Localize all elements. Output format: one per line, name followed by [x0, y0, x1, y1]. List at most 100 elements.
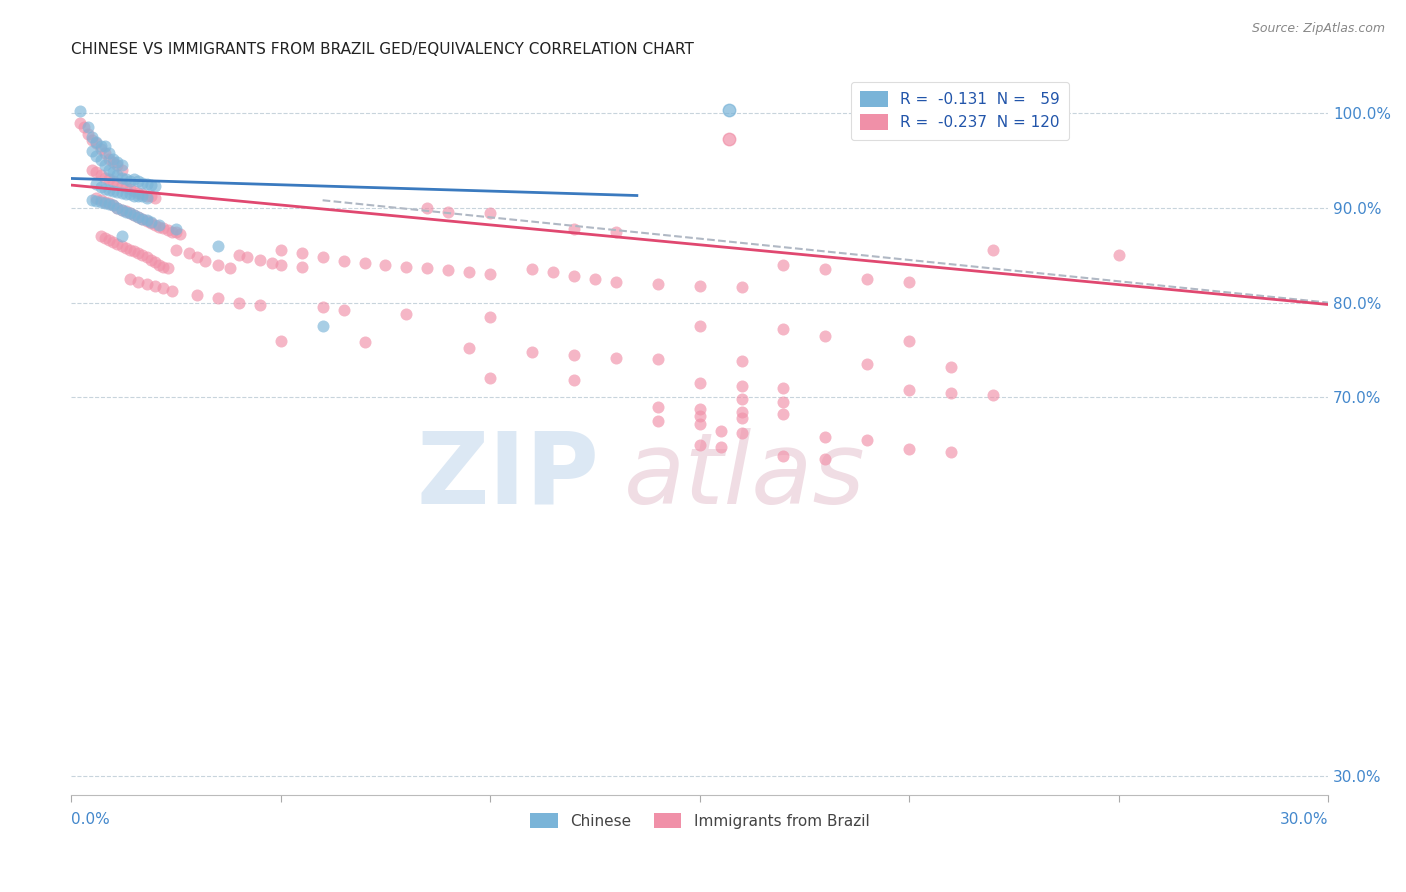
Point	[981, 244, 1004, 258]
Point	[139, 216, 162, 230]
Point	[856, 357, 879, 371]
Point	[101, 155, 124, 169]
Point	[814, 262, 837, 277]
Point	[105, 155, 128, 169]
Point	[86, 135, 108, 149]
Point	[772, 449, 794, 463]
Point	[97, 163, 120, 178]
Point	[898, 383, 921, 397]
Point	[710, 424, 733, 438]
Point	[332, 253, 354, 268]
Point	[148, 258, 170, 272]
Point	[520, 344, 543, 359]
Point	[139, 215, 162, 229]
Point	[110, 158, 132, 172]
Point	[101, 198, 124, 212]
Point	[479, 205, 502, 219]
Point	[82, 194, 104, 208]
Point	[90, 229, 112, 244]
Point	[437, 263, 460, 277]
Point	[772, 381, 794, 395]
Point	[605, 275, 627, 289]
Point	[94, 196, 117, 211]
Point	[562, 268, 585, 283]
Point	[101, 174, 124, 188]
Point	[86, 165, 108, 179]
Point	[105, 158, 128, 172]
Point	[143, 218, 166, 232]
Point	[177, 246, 200, 260]
Point	[143, 191, 166, 205]
Point	[689, 376, 711, 391]
Point	[730, 411, 752, 425]
Point	[77, 127, 100, 141]
Point	[101, 165, 124, 179]
Point	[94, 195, 117, 210]
Point	[541, 265, 564, 279]
Point	[207, 238, 229, 252]
Point	[689, 438, 711, 452]
Point	[152, 220, 174, 235]
Text: CHINESE VS IMMIGRANTS FROM BRAZIL GED/EQUIVALENCY CORRELATION CHART: CHINESE VS IMMIGRANTS FROM BRAZIL GED/EQ…	[72, 42, 695, 57]
Point	[110, 202, 132, 217]
Point	[710, 440, 733, 454]
Point	[374, 258, 396, 272]
Point	[139, 189, 162, 203]
Point	[105, 201, 128, 215]
Point	[479, 371, 502, 385]
Point	[94, 158, 117, 172]
Point	[169, 227, 191, 242]
Point	[110, 202, 132, 217]
Point	[939, 385, 962, 400]
Point	[228, 295, 250, 310]
Point	[94, 139, 117, 153]
Point	[118, 272, 141, 286]
Point	[689, 401, 711, 416]
Point	[86, 191, 108, 205]
Point	[605, 351, 627, 365]
Point	[86, 177, 108, 191]
Point	[69, 104, 91, 119]
Point	[207, 291, 229, 305]
Point	[131, 186, 153, 201]
Point	[270, 244, 292, 258]
Point	[689, 319, 711, 334]
Point	[772, 322, 794, 336]
Point	[416, 261, 439, 276]
Point	[114, 172, 136, 186]
Point	[479, 267, 502, 281]
Point	[110, 170, 132, 185]
Point	[69, 115, 91, 129]
Point	[90, 180, 112, 194]
Point	[856, 272, 879, 286]
Point	[97, 145, 120, 160]
Point	[101, 235, 124, 249]
Point	[82, 163, 104, 178]
Point	[118, 205, 141, 219]
Point	[981, 388, 1004, 402]
Point	[122, 209, 145, 223]
Point	[135, 191, 157, 205]
Point	[520, 262, 543, 277]
Point	[114, 203, 136, 218]
Point	[689, 417, 711, 431]
Point	[135, 177, 157, 191]
Point	[270, 258, 292, 272]
Point	[114, 204, 136, 219]
Point	[127, 246, 149, 260]
Point	[186, 250, 208, 264]
Point	[156, 261, 179, 276]
Point	[131, 176, 153, 190]
Point	[270, 334, 292, 348]
Point	[131, 212, 153, 227]
Point	[105, 168, 128, 182]
Point	[110, 229, 132, 244]
Point	[898, 334, 921, 348]
Point	[207, 258, 229, 272]
Point	[249, 297, 271, 311]
Point	[122, 184, 145, 198]
Point	[105, 176, 128, 190]
Point	[127, 275, 149, 289]
Point	[105, 201, 128, 215]
Point	[101, 184, 124, 198]
